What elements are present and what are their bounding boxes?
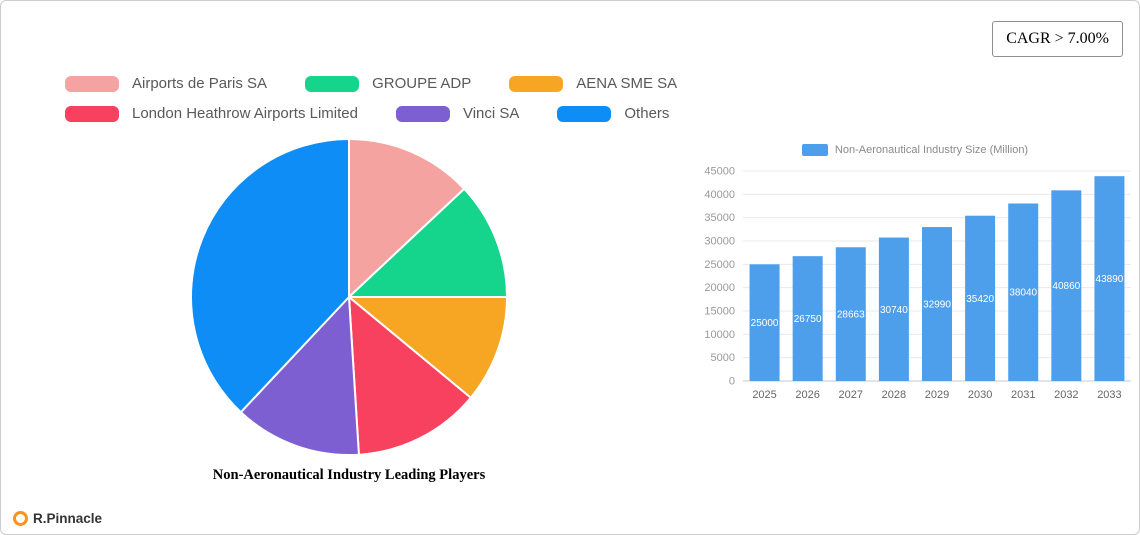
- pie-legend-row-1: Airports de Paris SA GROUPE ADP AENA SME S…: [65, 75, 677, 92]
- y-tick-label: 20000: [704, 282, 735, 294]
- pie-legend-item-0[interactable]: Airports de Paris SA: [65, 75, 267, 92]
- pie-legend-swatch: [395, 105, 450, 122]
- pie-legend-label: AENA SME SA: [576, 75, 678, 92]
- bar-value-label: 30740: [880, 305, 908, 316]
- y-tick-label: 30000: [704, 236, 735, 248]
- pie-legend: Airports de Paris SA GROUPE ADP AENA SME S…: [65, 75, 677, 122]
- bar-value-label: 32990: [923, 300, 951, 311]
- y-tick-label: 15000: [704, 306, 735, 318]
- pie-slice-2[interactable]: [346, 296, 509, 400]
- pie-legend-item-1[interactable]: GROUPE ADP: [305, 75, 471, 92]
- y-tick-label: 10000: [704, 329, 735, 341]
- pie-legend-item-3[interactable]: London Heathrow Airports Limited: [65, 105, 358, 122]
- pie-legend-swatch: [509, 75, 564, 92]
- bar-chart: Non-Aeronautical Industry Size (Million)…: [691, 143, 1139, 407]
- bar-value-label: 35420: [966, 294, 994, 305]
- bar-legend-swatch: [801, 144, 828, 156]
- y-tick-label: 45000: [704, 166, 735, 178]
- x-tick-label: 2029: [925, 389, 949, 401]
- brand-footer: R.Pinnacle: [13, 511, 102, 526]
- bar-2033[interactable]: [1094, 176, 1125, 381]
- bar-2026[interactable]: [792, 256, 823, 381]
- bar-value-label: 43890: [1096, 274, 1124, 285]
- pie-legend-row-2: London Heathrow Airports Limited Vinci SA…: [65, 105, 677, 122]
- pie-legend-label: Vinci SA: [462, 105, 520, 122]
- pie-legend-item-2[interactable]: AENA SME SA: [509, 75, 677, 92]
- bar-2032[interactable]: [1051, 190, 1082, 381]
- pie-slice-5[interactable]: [190, 137, 350, 414]
- x-tick-label: 2030: [968, 389, 992, 401]
- pie-legend-label: GROUPE ADP: [372, 75, 472, 92]
- y-tick-label: 35000: [704, 212, 735, 224]
- pie-svg: [190, 137, 509, 457]
- y-tick-label: 5000: [711, 352, 735, 364]
- x-tick-label: 2027: [839, 389, 863, 401]
- x-tick-label: 2032: [1054, 389, 1078, 401]
- bar-svg: 0 5000 10000 15000 20000 25000 30000 35000 40000…: [704, 166, 1131, 401]
- pie-legend-swatch: [65, 105, 119, 122]
- bar-legend-label: Non-Aeronautical Industry Size (Million): [834, 144, 1029, 156]
- pie-chart-title: Non-Aeronautical Industry Leading Player…: [212, 467, 486, 483]
- pie-slice-1[interactable]: [346, 187, 509, 298]
- y-tick-label: 40000: [704, 189, 735, 201]
- bar-value-label: 28663: [837, 310, 865, 321]
- bar-2029[interactable]: [922, 227, 952, 381]
- pie-legend-item-5[interactable]: Others: [557, 105, 669, 122]
- pie-legend-label: Airports de Paris SA: [132, 75, 268, 92]
- pie-legend-item-4[interactable]: Vinci SA: [395, 105, 520, 122]
- bar-2031[interactable]: [1008, 203, 1039, 381]
- brand-name: R.Pinnacle: [33, 511, 103, 526]
- pie-legend-label: London Heathrow Airports Limited: [132, 105, 358, 122]
- bar-2028[interactable]: [878, 237, 909, 381]
- y-tick-label: 0: [729, 376, 735, 388]
- bar-2027[interactable]: [835, 247, 866, 381]
- bar-value-label: 38040: [1009, 288, 1037, 299]
- pie-slice-4[interactable]: [239, 294, 360, 457]
- pie-slice-3[interactable]: [347, 294, 473, 456]
- x-tick-label: 2025: [752, 389, 776, 401]
- pie-legend-swatch: [557, 105, 612, 122]
- bar-legend-item[interactable]: Non-Aeronautical Industry Size (Million): [691, 143, 1139, 157]
- y-tick-label: 25000: [704, 259, 735, 271]
- bar-2030[interactable]: [965, 215, 996, 381]
- x-tick-label: 2033: [1097, 389, 1121, 401]
- cagr-badge: CAGR > 7.00%: [992, 21, 1123, 57]
- pie-legend-label: Others: [624, 105, 670, 122]
- bar-2025[interactable]: [749, 264, 780, 381]
- brand-logo-icon: [13, 511, 28, 526]
- x-tick-label: 2026: [795, 389, 819, 401]
- bar-value-label: 25000: [751, 318, 779, 329]
- pie-slice-0[interactable]: [348, 137, 466, 300]
- x-tick-label: 2028: [882, 389, 906, 401]
- pie-legend-swatch: [65, 75, 119, 92]
- bar-value-label: 40860: [1052, 281, 1080, 292]
- x-tick-label: 2031: [1011, 389, 1035, 401]
- pie-legend-swatch: [305, 75, 360, 92]
- bar-value-label: 26750: [794, 314, 822, 325]
